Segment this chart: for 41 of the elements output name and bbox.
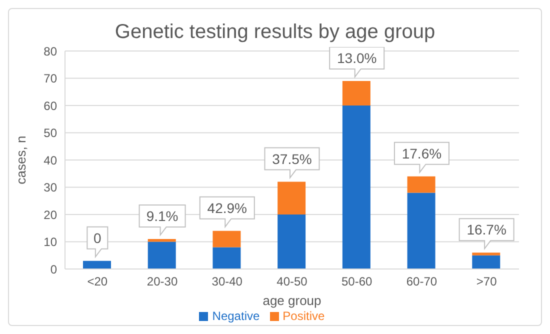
bar	[342, 106, 370, 269]
annotation: 37.5%	[272, 150, 312, 167]
bar	[407, 176, 436, 193]
bar	[278, 182, 306, 214]
x-tick-label: 50-60	[342, 274, 373, 289]
y-tick-label: 40	[44, 153, 58, 168]
bar	[148, 239, 176, 242]
x-tick-label: >70	[476, 274, 498, 289]
x-tick-label: 30-40	[212, 274, 243, 289]
x-tick-label: 40-50	[276, 274, 308, 289]
legend-label: Positive	[282, 309, 325, 323]
x-axis-title: age group	[262, 293, 322, 308]
legend-label: Negative	[212, 309, 260, 323]
y-tick-label: 30	[44, 180, 58, 195]
bar	[472, 252, 500, 256]
y-tick-label: 60	[44, 98, 58, 113]
bar	[148, 242, 176, 269]
annotation: 17.6%	[402, 145, 442, 162]
y-tick-label: 50	[44, 126, 58, 140]
bar	[212, 230, 241, 248]
bar	[212, 247, 241, 269]
y-tick-label: 0	[50, 262, 58, 276]
x-tick-label: 20-30	[146, 274, 178, 289]
bar	[83, 260, 111, 269]
annotation: 0	[94, 230, 102, 246]
bar	[278, 214, 306, 269]
annotation: 42.9%	[207, 200, 247, 216]
annotation: 16.7%	[466, 222, 506, 238]
bar	[342, 80, 370, 106]
bar	[472, 255, 500, 269]
y-tick-label: 70	[44, 72, 58, 86]
y-axis-title: cases, n	[14, 136, 29, 184]
annotation: 9.1%	[146, 208, 178, 224]
annotation: 13.0%	[337, 50, 377, 66]
y-tick-label: 10	[44, 235, 58, 250]
x-tick-label: <20	[87, 274, 108, 289]
y-tick-label: 20	[44, 208, 58, 222]
chart-title: Genetic testing results by age group	[114, 21, 436, 43]
bar	[407, 192, 436, 269]
x-tick-label: 60-70	[406, 274, 438, 289]
y-tick-label: 80	[44, 44, 58, 58]
